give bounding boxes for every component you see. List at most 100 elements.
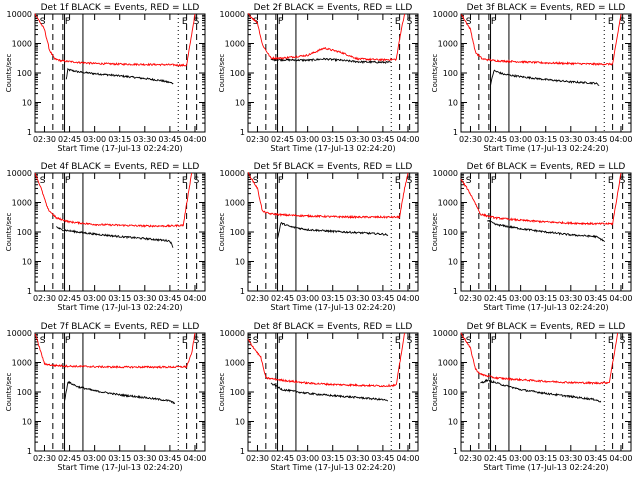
panel-title: Det 7f BLACK = Events, RED = LLD [41,322,200,332]
y-axis-label: Counts/sec [218,213,226,252]
y-tick-label: 100 [443,228,458,237]
y-tick-label: 10000 [433,169,458,178]
x-tick-label: 02:45 [484,454,507,463]
y-tick-label: 100 [230,388,245,397]
series-line-lld [34,172,193,228]
marker-label-s2: S [194,176,200,186]
x-tick-label: 02:45 [58,454,81,463]
x-axis-label: Start Time (17-Jul-13 02:24:20) [57,303,182,312]
x-tick-label: 03:45 [584,454,607,463]
x-tick-label: 02:30 [246,294,269,303]
y-tick-label: 10000 [433,10,458,19]
y-tick-label: 10000 [7,329,32,338]
x-tick-label: 03:15 [321,294,344,303]
x-tick-label: 03:45 [371,294,394,303]
x-tick-label: 03:15 [108,454,131,463]
marker-label-s1: S [253,176,259,186]
x-tick-label: 02:30 [246,454,269,463]
series-line-events [480,378,602,403]
y-tick-label: 1000 [225,359,245,368]
y-tick-label: 10 [448,258,458,267]
panel-6: Det 6f BLACK = Events, RED = LLD 1 10 100 10… [431,162,632,312]
y-tick-label: 10 [22,418,32,427]
plot-frame [34,172,206,292]
panel-7: Det 7f BLACK = Events, RED = LLD 1 10 100 10… [5,322,206,472]
x-tick-label: 02:45 [58,135,81,144]
y-axis-label: Counts/sec [431,213,439,252]
x-tick-label: 02:30 [459,454,482,463]
x-tick-label: 03:30 [559,294,582,303]
plot-frame [34,13,206,133]
marker-label-e: E [182,17,188,27]
x-tick-label: 03:00 [296,294,319,303]
x-tick-label: 02:45 [271,294,294,303]
x-tick-label: 03:45 [371,454,394,463]
panel-title: Det 3f BLACK = Events, RED = LLD [467,3,626,13]
y-tick-label: 1 [453,128,458,137]
panel-title: Det 4f BLACK = Events, RED = LLD [41,162,200,172]
panel-title: Det 9f BLACK = Events, RED = LLD [467,322,626,332]
y-tick-label: 10000 [7,169,32,178]
x-tick-label: 03:45 [158,135,181,144]
x-axis-label: Start Time (17-Jul-13 02:24:20) [483,463,608,472]
marker-label-s2: S [194,336,200,346]
marker-label-s2: S [620,176,626,186]
marker-label-s2: S [407,17,413,27]
y-tick-label: 100 [17,69,32,78]
x-axis-label: Start Time (17-Jul-13 02:24:20) [270,144,395,153]
series-line-lld [247,13,406,62]
x-tick-label: 03:00 [296,454,319,463]
y-axis-label: Counts/sec [431,54,439,93]
marker-label-f: F [491,336,496,346]
y-tick-label: 10000 [7,10,32,19]
x-tick-label: 02:45 [58,294,81,303]
y-tick-label: 100 [443,388,458,397]
series-line-events [270,57,392,64]
y-tick-label: 100 [443,69,458,78]
x-tick-label: 04:00 [609,135,632,144]
y-tick-label: 10 [235,258,245,267]
x-tick-label: 04:00 [396,294,419,303]
panel-title: Det 8f BLACK = Events, RED = LLD [254,322,413,332]
series-line-lld [461,13,622,67]
plot-frame [247,332,419,452]
series-line-lld [247,171,409,220]
x-axis-label: Start Time (17-Jul-13 02:24:20) [483,303,608,312]
marker-label-s1: S [466,176,472,186]
x-tick-label: 03:15 [108,135,131,144]
y-tick-label: 10 [22,99,32,108]
y-tick-label: 10000 [433,329,458,338]
series-line-events [277,221,389,239]
x-tick-label: 03:30 [346,294,369,303]
y-tick-label: 10 [235,99,245,108]
y-axis-label: Counts/sec [5,54,13,93]
series-line-events [270,382,389,402]
x-tick-label: 03:00 [296,135,319,144]
panel-9: Det 9f BLACK = Events, RED = LLD 1 10 100 10… [431,322,632,472]
x-axis-label: Start Time (17-Jul-13 02:24:20) [270,463,395,472]
series-line-lld [247,332,406,388]
series-line-events [486,219,605,242]
marker-label-f: F [491,176,496,186]
y-axis-label: Counts/sec [218,373,226,412]
marker-label-s2: S [620,17,626,27]
x-tick-label: 03:45 [158,294,181,303]
y-tick-label: 10000 [220,10,245,19]
x-tick-label: 04:00 [396,454,419,463]
y-tick-label: 1 [240,287,245,296]
panel-2: Det 2f BLACK = Events, RED = LLD 1 10 100 10… [218,3,419,153]
x-tick-label: 03:30 [133,454,156,463]
panel-title: Det 1f BLACK = Events, RED = LLD [41,3,200,13]
x-tick-label: 03:30 [346,135,369,144]
marker-label-s2: S [407,336,413,346]
series-line-lld [34,13,196,67]
x-tick-label: 03:45 [158,454,181,463]
x-tick-label: 03:30 [559,454,582,463]
marker-label-e: E [182,336,188,346]
y-tick-label: 10000 [220,329,245,338]
x-tick-label: 03:00 [509,294,532,303]
y-tick-label: 100 [230,69,245,78]
marker-label-s1: S [466,17,472,27]
x-tick-label: 03:00 [509,454,532,463]
